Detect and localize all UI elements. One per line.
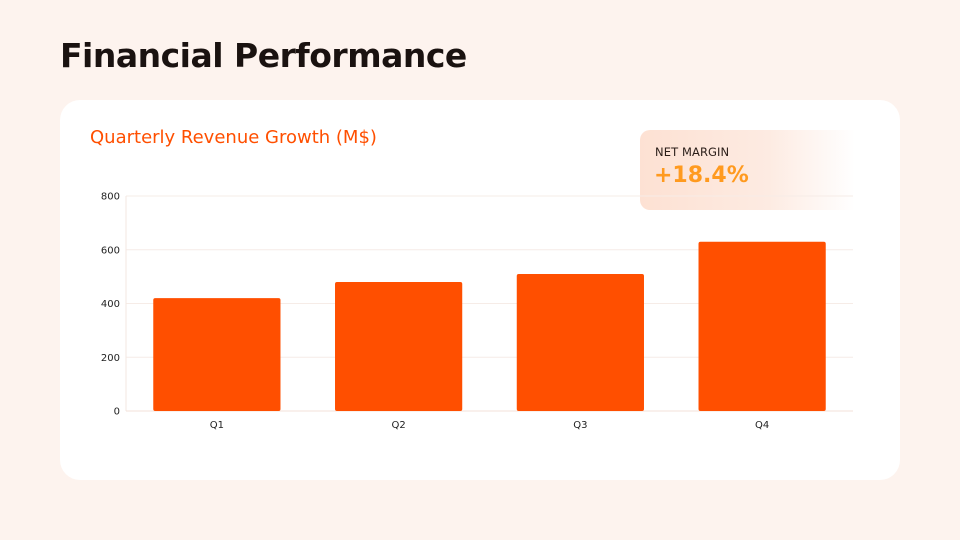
- x-tick-label: Q3: [573, 420, 587, 431]
- kpi-value: +18.4%: [654, 163, 749, 188]
- y-tick-label: 600: [101, 245, 120, 256]
- chart-title: Quarterly Revenue Growth (M$): [90, 127, 377, 148]
- net-margin-kpi: NET MARGIN +18.4%: [640, 130, 855, 210]
- chart-card: Quarterly Revenue Growth (M$) NET MARGIN…: [60, 100, 900, 480]
- bar-q4: [698, 241, 826, 411]
- bar-q2: [335, 282, 463, 411]
- page-title: Financial Performance: [60, 36, 467, 75]
- kpi-label: NET MARGIN: [655, 145, 730, 159]
- bar-q3: [516, 273, 644, 411]
- y-tick-label: 200: [101, 353, 120, 364]
- bar-q1: [153, 298, 281, 411]
- x-tick-label: Q4: [755, 420, 769, 431]
- y-tick-label: 400: [101, 299, 120, 310]
- y-tick-label: 800: [101, 192, 120, 203]
- x-tick-label: Q2: [392, 420, 406, 431]
- y-tick-label: 0: [114, 407, 120, 418]
- bar-chart: 0 200 400 600 800 Q1 Q2 Q3 Q4: [101, 192, 853, 431]
- x-tick-label: Q1: [210, 420, 224, 431]
